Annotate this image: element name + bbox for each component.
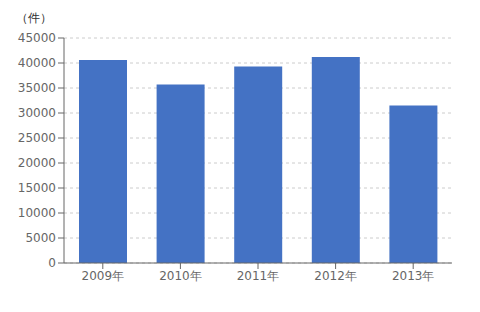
svg-text:2009年: 2009年 [82,269,125,283]
svg-text:10000: 10000 [18,206,56,220]
svg-text:40000: 40000 [18,56,56,70]
svg-text:2010年: 2010年 [159,269,202,283]
svg-text:20000: 20000 [18,156,56,170]
svg-text:2012年: 2012年 [314,269,357,283]
svg-text:15000: 15000 [18,181,56,195]
svg-text:2011年: 2011年 [237,269,280,283]
svg-text:2013年: 2013年 [392,269,435,283]
svg-text:5000: 5000 [25,231,56,245]
html-text:（件）: （件） [16,11,52,25]
svg-text:30000: 30000 [18,106,56,120]
svg-text:0: 0 [48,256,56,270]
svg-text:45000: 45000 [18,31,56,45]
svg-text:25000: 25000 [18,131,56,145]
svg-text:35000: 35000 [18,81,56,95]
